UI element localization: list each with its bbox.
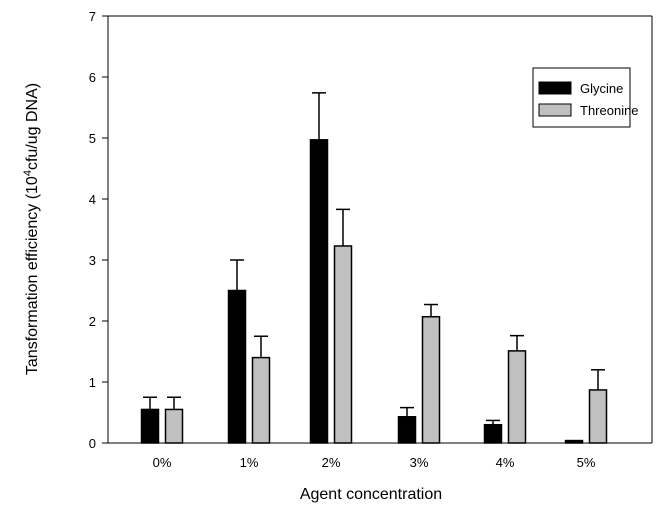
legend-swatch-threonine <box>538 103 572 117</box>
x-tick-label: 2% <box>322 455 341 470</box>
bar-threonine-3 <box>421 315 441 444</box>
bar-threonine-1 <box>251 356 271 444</box>
y-tick-label: 0 <box>89 436 96 451</box>
x-axis-title: Agent concentration <box>300 486 442 503</box>
bars-layer <box>140 139 608 444</box>
bar-glycine-4 <box>483 423 503 444</box>
y-axis-title: Tansformation efficiency (104cfu/ug DNA) <box>22 83 41 375</box>
y-tick-label: 1 <box>89 375 96 390</box>
legend-label-glycine: Glycine <box>580 81 623 96</box>
bar-threonine-0 <box>164 408 184 444</box>
bar-threonine-4 <box>507 350 527 444</box>
y-ticks: 0 1 2 3 4 5 6 7 <box>89 9 108 451</box>
legend: Glycine Threonine <box>532 67 639 128</box>
bar-glycine-0 <box>140 408 160 444</box>
bar-threonine-2 <box>333 245 353 444</box>
y-tick-label: 5 <box>89 131 96 146</box>
bar-glycine-1 <box>227 289 247 444</box>
bar-glycine-3 <box>397 416 417 444</box>
bar-glycine-2 <box>309 139 329 444</box>
bar-threonine-5 <box>588 389 608 444</box>
y-tick-label: 2 <box>89 314 96 329</box>
y-axis-title-main: Tansformation efficiency (10 <box>24 176 41 375</box>
y-axis-title-sup: 4 <box>22 170 34 176</box>
legend-box <box>532 67 631 128</box>
x-tick-label: 5% <box>577 455 596 470</box>
x-tick-label: 0% <box>153 455 172 470</box>
y-tick-label: 6 <box>89 70 96 85</box>
error-bars-layer <box>143 92 605 425</box>
x-ticks: 0% 1% 2% 3% 4% 5% <box>153 455 596 470</box>
x-tick-label: 4% <box>496 455 515 470</box>
y-tick-label: 4 <box>89 192 96 207</box>
y-axis-title-rest: cfu/ug DNA) <box>24 83 41 170</box>
legend-swatch-glycine <box>538 81 572 95</box>
x-tick-label: 3% <box>410 455 429 470</box>
y-tick-label: 3 <box>89 253 96 268</box>
y-tick-label: 7 <box>89 9 96 24</box>
x-tick-label: 1% <box>240 455 259 470</box>
legend-label-threonine: Threonine <box>580 103 639 118</box>
